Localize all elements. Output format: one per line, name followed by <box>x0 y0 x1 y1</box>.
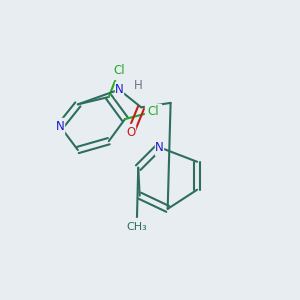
Text: Cl: Cl <box>113 64 125 77</box>
Text: CH₃: CH₃ <box>126 222 147 232</box>
Text: H: H <box>134 79 142 92</box>
Bar <box>155 139 163 155</box>
Text: N: N <box>56 120 64 133</box>
Bar <box>56 118 64 134</box>
Text: O: O <box>126 126 136 139</box>
Text: N: N <box>154 141 163 154</box>
Bar <box>145 103 161 120</box>
Bar <box>127 124 135 140</box>
Text: N: N <box>115 83 124 96</box>
Text: Cl: Cl <box>147 105 159 118</box>
Bar <box>115 82 123 98</box>
Bar <box>111 62 127 79</box>
Bar <box>124 218 149 235</box>
